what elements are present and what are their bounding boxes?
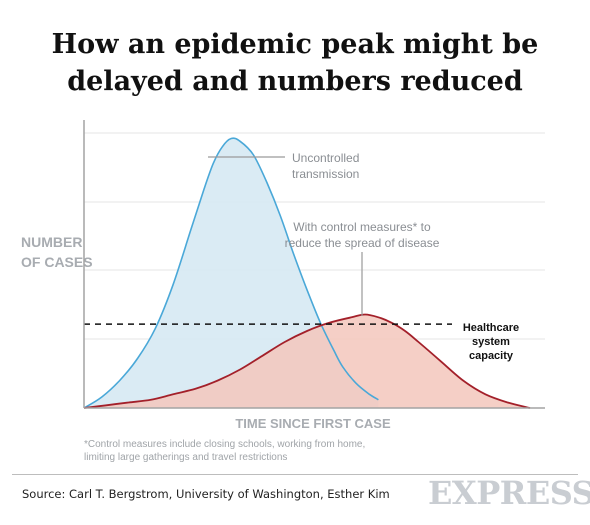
annotation-uncontrolled-line-2: transmission	[292, 167, 359, 181]
x-axis-label: TIME SINCE FIRST CASE	[235, 416, 391, 431]
line-with-control-measures	[83, 313, 531, 409]
source-credit: Source: Carl T. Bergstrom, University of…	[22, 487, 390, 501]
healthcare-capacity-label: Healthcare system capacity	[463, 322, 519, 362]
annotation-controlled-line-2: reduce the spread of disease	[285, 236, 440, 250]
annotation-controlled: With control measures* to reduce the spr…	[285, 220, 440, 250]
y-axis-label: NUMBER OF CASES	[21, 234, 93, 270]
capacity-label-line-2: system	[472, 336, 510, 348]
capacity-label-line-3: capacity	[469, 350, 514, 362]
annotation-uncontrolled-line-1: Uncontrolled	[292, 151, 359, 165]
chart-title: How an epidemic peak might be delayed an…	[0, 26, 590, 100]
capacity-label-line-1: Healthcare	[463, 322, 519, 334]
y-axis-label-line-2: OF CASES	[21, 254, 93, 270]
footer-divider	[12, 474, 578, 475]
y-axis-label-line-1: NUMBER	[21, 234, 82, 250]
footnote-line-1: *Control measures include closing school…	[84, 439, 365, 450]
express-logo: EXPRESS	[428, 474, 590, 512]
title-line-1: How an epidemic peak might be	[51, 29, 539, 60]
footnote: *Control measures include closing school…	[84, 439, 365, 463]
footnote-line-2: limiting large gatherings and travel res…	[84, 452, 287, 463]
annotation-controlled-line-1: With control measures* to	[293, 220, 431, 234]
title-line-2: delayed and numbers reduced	[67, 66, 523, 97]
line-uncontrolled-transmission	[83, 137, 379, 409]
area-with-control-measures	[84, 314, 530, 408]
annotation-uncontrolled: Uncontrolled transmission	[292, 151, 359, 181]
